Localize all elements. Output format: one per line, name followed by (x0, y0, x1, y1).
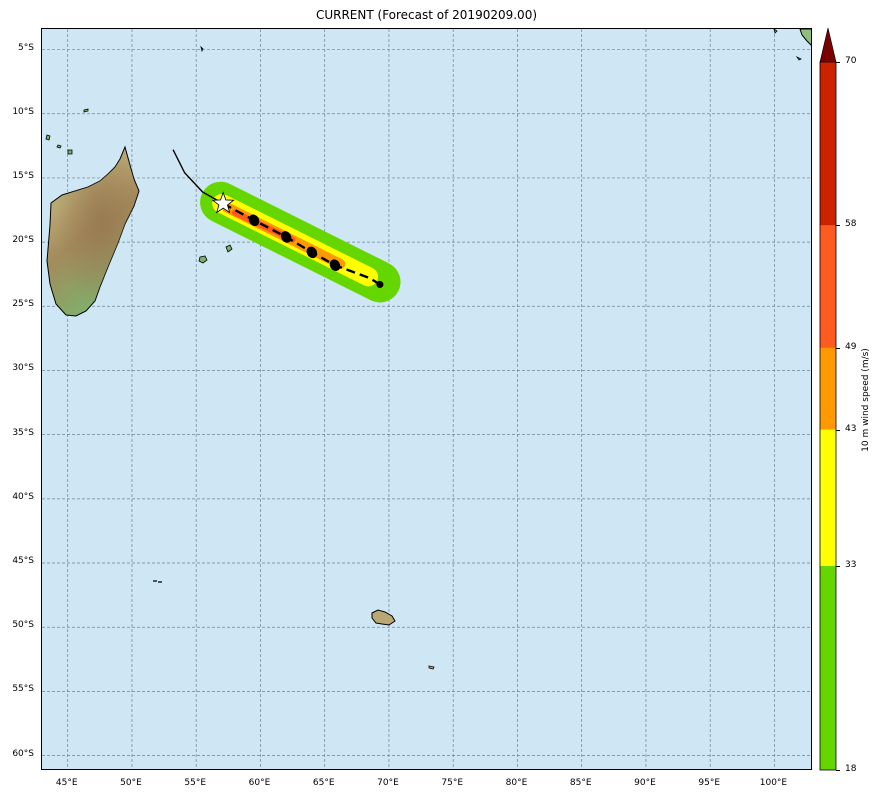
lon-label-11: 100°E (759, 778, 788, 788)
lat-label-0: 5°S (18, 42, 34, 53)
cyclone-track (172, 149, 385, 290)
forecast-point-0[interactable] (247, 213, 262, 228)
colorbar-band-2 (820, 347, 836, 430)
colorbar-tick-mark-5 (836, 62, 840, 63)
landmasses (45, 29, 811, 670)
colorbar-title: 10 m wind speed (m/s) (861, 348, 871, 452)
forecast-point-3[interactable] (328, 258, 343, 273)
comoros-island-2 (56, 144, 62, 149)
colorbar-tick-label-0: 18 (845, 764, 857, 774)
lon-label-8: 85°E (569, 778, 592, 788)
colorbar-band-4 (820, 62, 836, 226)
lon-label-2: 55°E (184, 778, 207, 788)
colorbar-tick-label-5: 70 (845, 56, 857, 66)
colorbar-tick-label-1: 33 (845, 559, 857, 570)
colorbar-band-1 (820, 429, 836, 566)
lon-label-7: 80°E (505, 778, 528, 788)
lon-label-6: 75°E (441, 778, 464, 788)
lat-label-9: 50°S (12, 620, 34, 631)
colorbar-tick-mark-1 (836, 565, 840, 567)
colorbar-tick-label-3: 49 (845, 341, 857, 352)
lat-label-2: 15°S (12, 170, 34, 181)
colorbar-extend-arrow (819, 27, 837, 63)
crozet-island (153, 580, 162, 583)
map-canvas (42, 29, 811, 769)
forecast-point-2[interactable] (305, 245, 320, 260)
islet-ne (773, 29, 778, 34)
colorbar-outline (819, 61, 837, 771)
seychelles-island (200, 45, 204, 53)
lon-label-0: 45°E (55, 778, 78, 788)
lat-label-10: 55°S (12, 684, 34, 695)
heard-island (428, 665, 435, 670)
lat-label-4: 25°S (12, 299, 34, 310)
colorbar-tick-label-2: 43 (845, 423, 857, 434)
lon-label-3: 60°E (248, 778, 271, 788)
map-panel[interactable] (41, 28, 812, 770)
colorbar-band-0 (820, 565, 836, 770)
lon-label-10: 95°E (698, 778, 721, 788)
lon-label-1: 50°E (120, 778, 142, 788)
colorbar-band-3 (820, 225, 836, 348)
colorbar-tick-mark-4 (836, 225, 840, 227)
mauritius-island (225, 244, 233, 253)
observed-track-line (172, 149, 224, 205)
lat-label-11: 60°S (12, 748, 34, 759)
graticule (42, 29, 811, 769)
aldabra-island (83, 108, 89, 113)
lon-label-5: 70°E (377, 778, 399, 788)
reunion-island (198, 255, 208, 264)
forecast-point-1[interactable] (279, 229, 294, 244)
colorbar (819, 27, 837, 771)
colorbar-tick-mark-2 (836, 429, 840, 431)
forecast-point-4[interactable] (375, 280, 385, 290)
kerguelen-island (371, 609, 396, 626)
current-position-star-icon[interactable] (211, 191, 235, 214)
colorbar-tick-mark-0 (836, 770, 840, 771)
lat-label-7: 40°S (12, 491, 34, 502)
lon-label-9: 90°E (634, 778, 656, 788)
lat-label-3: 20°S (12, 235, 34, 246)
map-title: CURRENT (Forecast of 20190209.00) (315, 8, 538, 22)
colorbar-tick-label-4: 58 (845, 219, 857, 230)
mayotte-island (67, 149, 73, 155)
lat-label-1: 10°S (12, 106, 34, 117)
lat-label-6: 35°S (12, 427, 34, 438)
colorbar-tick-mark-3 (836, 347, 840, 349)
sumatra-coast (799, 29, 811, 46)
lat-label-5: 30°S (12, 363, 34, 374)
lon-label-4: 65°E (312, 778, 335, 788)
comoros-island (45, 134, 51, 141)
lat-label-8: 45°S (12, 556, 34, 567)
islet-e (795, 55, 802, 61)
